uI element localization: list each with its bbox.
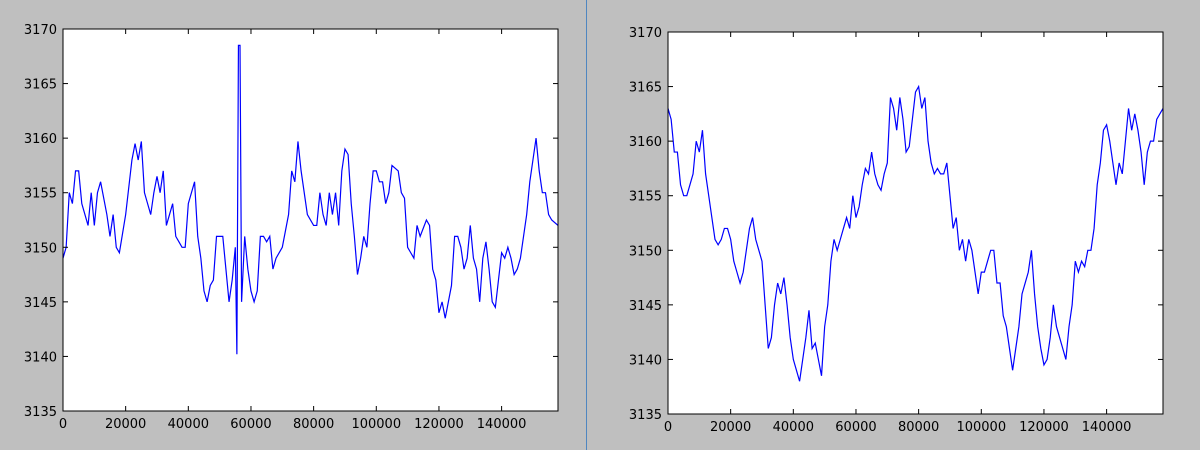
- x-tick-label: 100000: [351, 417, 401, 432]
- x-tick-label: 20000: [710, 420, 751, 435]
- x-tick-label: 20000: [105, 417, 146, 432]
- x-tick-label: 120000: [1019, 420, 1069, 435]
- x-tick-label: 80000: [898, 420, 939, 435]
- y-tick-label: 3150: [24, 241, 57, 256]
- plot-frame: [62, 28, 559, 412]
- y-tick-label: 3160: [24, 132, 57, 147]
- y-tick-label: 3170: [629, 26, 662, 41]
- y-tick-label: 3140: [629, 353, 662, 368]
- x-tick-label: 0: [664, 420, 672, 435]
- y-tick-label: 3145: [629, 299, 662, 314]
- x-tick-label: 0: [59, 417, 67, 432]
- y-tick-label: 3155: [629, 190, 662, 205]
- data-line: [63, 44, 558, 355]
- y-tick-label: 3165: [24, 78, 57, 93]
- x-tick-label: 60000: [835, 420, 876, 435]
- x-tick-label: 40000: [773, 420, 814, 435]
- plot-frame: [667, 31, 1164, 415]
- y-tick-label: 3135: [24, 405, 57, 420]
- x-tick-label: 140000: [477, 417, 527, 432]
- y-tick-label: 3155: [24, 187, 57, 202]
- y-tick-label: 3165: [629, 81, 662, 96]
- x-tick-label: 80000: [293, 417, 334, 432]
- y-tick-label: 3140: [24, 350, 57, 365]
- x-tick-label: 60000: [230, 417, 271, 432]
- y-tick-label: 3135: [629, 408, 662, 423]
- x-tick-label: 120000: [414, 417, 464, 432]
- y-tick-label: 3170: [24, 23, 57, 38]
- plot-area: [668, 32, 1163, 414]
- x-tick-label: 140000: [1082, 420, 1132, 435]
- y-tick-label: 3145: [24, 296, 57, 311]
- y-tick-label: 3160: [629, 135, 662, 150]
- data-line: [668, 84, 1163, 382]
- x-tick-label: 40000: [168, 417, 209, 432]
- y-tick-label: 3150: [629, 244, 662, 259]
- x-tick-label: 100000: [956, 420, 1006, 435]
